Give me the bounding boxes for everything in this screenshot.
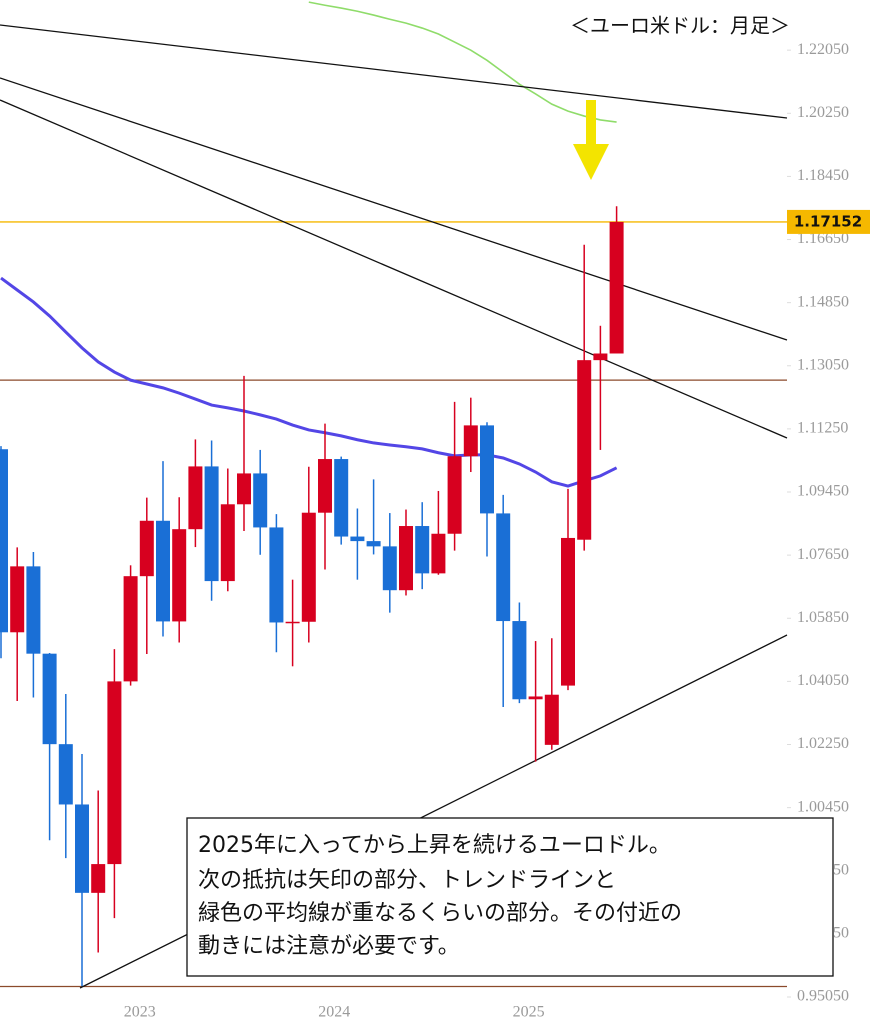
y-tick-label: 1.09450 (797, 483, 849, 500)
last-price-label: 1.17152 (794, 212, 862, 230)
candle-body (75, 804, 89, 893)
candle-body (577, 360, 592, 540)
y-tick-label: 1.18450 (797, 167, 849, 184)
candle-body (609, 221, 624, 354)
annotation: 2025年に入ってから上昇を続けるユーロドル。 次の抵抗は矢印の部分、トレンドラ… (198, 833, 682, 959)
candles (0, 206, 624, 987)
candle-body (10, 566, 25, 633)
candle-body (42, 653, 57, 745)
y-tick-label: 1.20250 (797, 104, 849, 121)
candle-body (366, 541, 381, 547)
x-tick-label: 2025 (513, 1004, 545, 1021)
candle-body (463, 425, 478, 457)
candle-body (107, 681, 122, 865)
candle-body (301, 512, 316, 622)
trend-line (0, 77, 788, 341)
candle-body (382, 546, 397, 591)
y-tick-label: 1.22050 (797, 41, 849, 58)
candle-body (204, 466, 219, 582)
candle-body (447, 456, 462, 534)
candle-body (91, 864, 106, 893)
y-tick-label: 1.11250 (797, 420, 848, 437)
moving-average (308, 1, 617, 123)
candle-body (399, 526, 413, 591)
x-tick-label: 2023 (124, 1004, 156, 1021)
trend-lines (0, 24, 788, 989)
y-tick-label: 1.16650 (797, 230, 849, 247)
y-tick-label: 1.13050 (797, 356, 849, 373)
candle-body (269, 527, 284, 623)
y-tick-label: 0.95050 (797, 988, 849, 1005)
candle-body (593, 353, 608, 361)
plot-area (0, 1, 787, 988)
candle-body (285, 621, 300, 624)
candle-body (237, 473, 251, 505)
y-tick-label: 1.14850 (797, 293, 849, 310)
candle-body (156, 520, 170, 622)
chart-title: ＜ユーロ米ドル：月足＞ (570, 14, 790, 38)
arrow-head (573, 144, 609, 180)
annotation-line: 動きには注意が必要です。 (198, 934, 460, 959)
candle-body (253, 473, 268, 528)
candle-body (528, 696, 543, 700)
y-tick-label: 1.04050 (797, 672, 849, 689)
candle-body (350, 536, 365, 542)
candle-body (172, 529, 187, 622)
last-price-tag (787, 209, 870, 234)
y-tick-label: 1.00450 (797, 798, 849, 815)
x-tick-label: 2024 (318, 1004, 350, 1021)
candle-body (496, 513, 511, 622)
candle-body (512, 621, 527, 700)
candle-body (58, 744, 73, 805)
candle-body (480, 425, 494, 514)
candle-body (415, 526, 430, 574)
candle-body (123, 576, 138, 682)
annotation-line: 緑色の平均線が重なるくらいの部分。その付近の (198, 901, 682, 926)
y-tick-label: 1.02250 (797, 735, 849, 752)
moving-average (0, 276, 618, 488)
candle-body (188, 466, 203, 530)
annotation-box (186, 817, 834, 977)
annotation-line: 2025年に入ってから上昇を続けるユーロドル。 (198, 833, 671, 858)
candle-body (318, 459, 332, 513)
candle-body (561, 537, 575, 686)
y-tick-label: 1.07650 (797, 546, 849, 563)
candle-body (26, 566, 41, 654)
candle-body (139, 520, 154, 577)
candle-body (431, 533, 446, 574)
candle-body (0, 449, 8, 633)
trend-line (0, 99, 788, 439)
arrow (573, 100, 609, 180)
arrow-shaft (586, 100, 596, 145)
annotation-line: 次の抵抗は矢印の部分、トレンドラインと (198, 868, 616, 893)
y-tick-label: 1.05850 (797, 609, 849, 626)
candle-body (544, 694, 559, 745)
trend-line (0, 24, 788, 119)
candle-body (220, 504, 235, 582)
candle-body (334, 459, 349, 537)
